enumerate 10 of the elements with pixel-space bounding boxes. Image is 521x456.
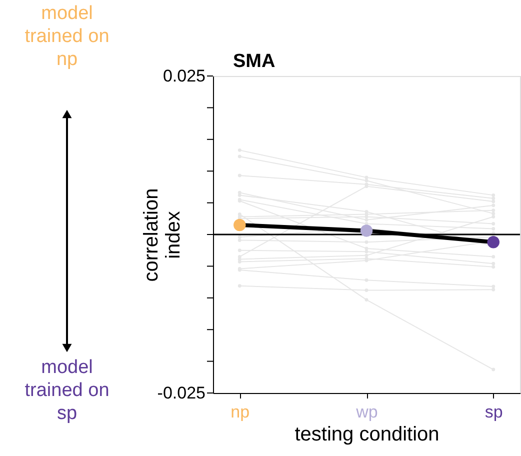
x-tick-label: sp [484,402,503,422]
chart-title: SMA [233,51,276,72]
y-axis-title: correlation index [140,188,184,282]
y-tick-label: 0.025 [162,66,206,86]
x-tick-label: np [230,402,250,422]
x-axis-title: testing condition [294,424,440,446]
text: model trained on np [24,3,110,70]
y-tick-label: -0.025 [157,384,206,402]
x-tick-label: wp [355,402,378,422]
text: model trained on sp [24,357,110,424]
